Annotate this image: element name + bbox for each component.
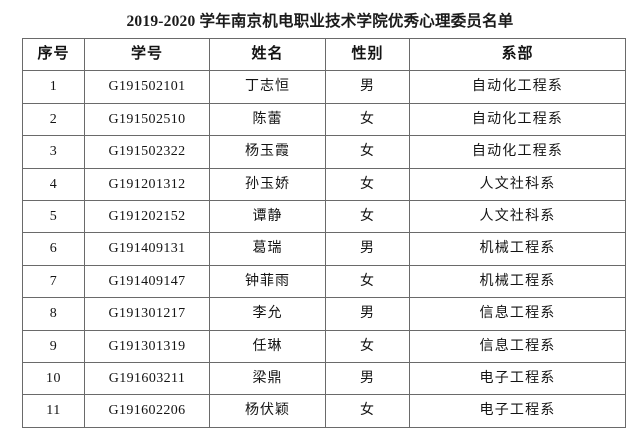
cell-student-id: G191502322: [84, 135, 210, 169]
cell-gender: 女: [325, 329, 410, 364]
table-row: 7 G191409147 钟菲雨 女 机械工程系: [22, 264, 626, 299]
cell-name: 丁志恒: [209, 70, 326, 104]
page-title: 2019-2020 学年南京机电职业技术学院优秀心理委员名单: [126, 13, 514, 30]
cell-department: 机械工程系: [409, 264, 626, 299]
table-row: 6 G191409131 葛瑞 男 机械工程系: [22, 232, 626, 266]
cell-name: 杨伏颖: [209, 394, 326, 428]
table-row: 11 G191602206 杨伏颖 女 电子工程系: [22, 394, 626, 428]
cell-name: 孙玉娇: [209, 167, 326, 202]
column-header-index: 序号: [22, 37, 85, 72]
cell-gender: 女: [325, 264, 410, 299]
cell-department: 电子工程系: [409, 394, 626, 428]
cell-student-id: G191201312: [84, 167, 210, 202]
cell-name: 钟菲雨: [209, 264, 326, 299]
cell-student-id: G191409131: [84, 232, 210, 266]
cell-index: 8: [22, 297, 85, 331]
cell-gender: 男: [325, 232, 410, 266]
cell-index: 4: [22, 167, 85, 202]
cell-department: 人文社科系: [409, 200, 626, 234]
table-row: 9 G191301319 任琳 女 信息工程系: [22, 329, 626, 364]
cell-index: 9: [22, 329, 85, 364]
table-row: 8 G191301217 李允 男 信息工程系: [22, 297, 626, 331]
column-header-name: 姓名: [209, 37, 326, 72]
cell-student-id: G191409147: [84, 264, 210, 299]
cell-student-id: G191202152: [84, 200, 210, 234]
cell-student-id: G191603211: [84, 362, 210, 396]
cell-department: 电子工程系: [409, 362, 626, 396]
cell-department: 人文社科系: [409, 167, 626, 202]
cell-name: 陈蕾: [209, 102, 326, 137]
cell-department: 自动化工程系: [409, 135, 626, 169]
cell-student-id: G191301319: [84, 329, 210, 364]
cell-gender: 男: [325, 362, 410, 396]
table-header-row: 序号 学号 姓名 性别 系部: [22, 37, 626, 72]
column-header-department: 系部: [409, 37, 626, 72]
table-row: 1 G191502101 丁志恒 男 自动化工程系: [22, 70, 626, 104]
table-row: 10 G191603211 梁鼎 男 电子工程系: [22, 362, 626, 396]
cell-name: 杨玉霞: [209, 135, 326, 169]
cell-department: 自动化工程系: [409, 102, 626, 137]
cell-gender: 女: [325, 102, 410, 137]
table-row: 3 G191502322 杨玉霞 女 自动化工程系: [22, 135, 626, 169]
cell-student-id: G191502510: [84, 102, 210, 137]
cell-gender: 男: [325, 297, 410, 331]
column-header-student-id: 学号: [84, 37, 210, 72]
cell-department: 信息工程系: [409, 297, 626, 331]
cell-name: 葛瑞: [209, 232, 326, 266]
cell-gender: 女: [325, 394, 410, 428]
cell-index: 3: [22, 135, 85, 169]
cell-name: 谭静: [209, 200, 326, 234]
table-body: 1 G191502101 丁志恒 男 自动化工程系 2 G191502510 陈…: [22, 70, 626, 428]
cell-index: 1: [22, 70, 85, 104]
cell-gender: 女: [325, 167, 410, 202]
cell-student-id: G191301217: [84, 297, 210, 331]
table-row: 5 G191202152 谭静 女 人文社科系: [22, 200, 626, 234]
roster-table-container: 序号 学号 姓名 性别 系部 1 G191502101 丁志恒 男 自动化工程系…: [22, 37, 626, 428]
cell-name: 任琳: [209, 329, 326, 364]
cell-student-id: G191502101: [84, 70, 210, 104]
roster-table: 序号 学号 姓名 性别 系部 1 G191502101 丁志恒 男 自动化工程系…: [22, 37, 626, 428]
cell-department: 信息工程系: [409, 329, 626, 364]
cell-student-id: G191602206: [84, 394, 210, 428]
cell-index: 11: [22, 394, 85, 428]
cell-index: 2: [22, 102, 85, 137]
table-header: 序号 学号 姓名 性别 系部: [22, 37, 626, 72]
cell-name: 李允: [209, 297, 326, 331]
cell-index: 6: [22, 232, 85, 266]
cell-name: 梁鼎: [209, 362, 326, 396]
cell-index: 7: [22, 264, 85, 299]
cell-gender: 女: [325, 135, 410, 169]
table-row: 4 G191201312 孙玉娇 女 人文社科系: [22, 167, 626, 202]
cell-department: 自动化工程系: [409, 70, 626, 104]
cell-department: 机械工程系: [409, 232, 626, 266]
cell-gender: 女: [325, 200, 410, 234]
table-row: 2 G191502510 陈蕾 女 自动化工程系: [22, 102, 626, 137]
cell-index: 5: [22, 200, 85, 234]
cell-index: 10: [22, 362, 85, 396]
cell-gender: 男: [325, 70, 410, 104]
column-header-gender: 性别: [325, 37, 410, 72]
